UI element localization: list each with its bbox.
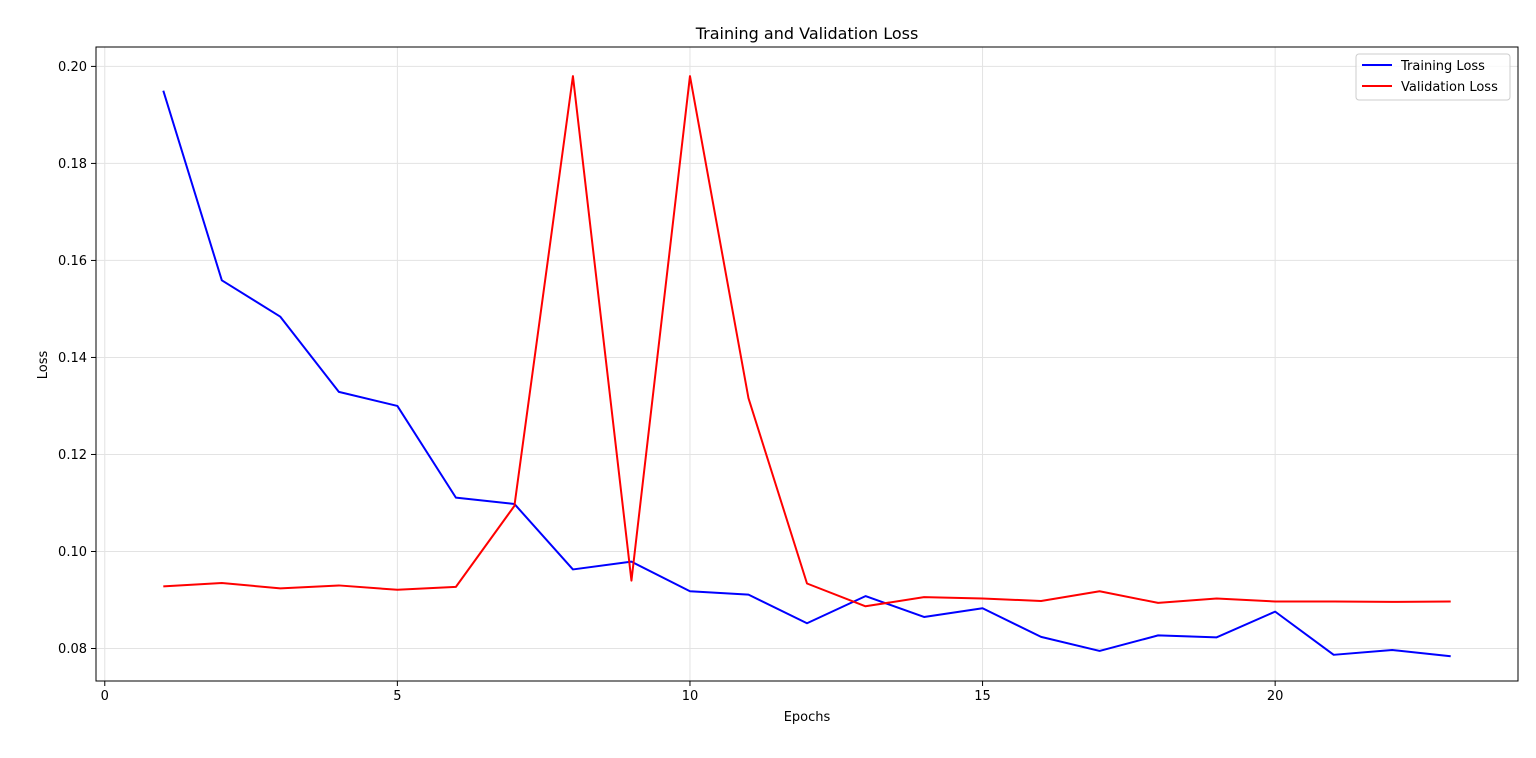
chart-title: Training and Validation Loss	[695, 24, 919, 43]
x-tick-label: 10	[682, 689, 699, 704]
series-line-validation-loss	[163, 76, 1450, 606]
x-axis-label: Epochs	[784, 710, 831, 725]
x-tick-label: 15	[974, 689, 991, 704]
x-tick-label: 0	[101, 689, 109, 704]
y-axis-label: Loss	[36, 351, 51, 380]
y-tick-label: 0.10	[58, 545, 87, 560]
legend: Training Loss Validation Loss	[1356, 54, 1510, 100]
tick-layer: 0 5 10 15 20 0.08 0.10 0.12 0.14 0.16 0.18 0.20	[58, 60, 1283, 704]
y-tick-label: 0.08	[58, 642, 87, 657]
x-tick-label: 5	[393, 689, 401, 704]
y-tick-label: 0.12	[58, 448, 87, 463]
grid-layer	[96, 47, 1518, 681]
legend-label-training-loss: Training Loss	[1400, 59, 1485, 74]
series-line-training-loss	[163, 91, 1450, 657]
x-tick-label: 20	[1267, 689, 1284, 704]
plot-frame	[96, 47, 1518, 681]
y-tick-label: 0.20	[58, 60, 87, 75]
legend-label-validation-loss: Validation Loss	[1401, 80, 1498, 95]
y-tick-label: 0.18	[58, 157, 87, 172]
y-tick-label: 0.16	[58, 254, 87, 269]
y-tick-label: 0.14	[58, 351, 87, 366]
